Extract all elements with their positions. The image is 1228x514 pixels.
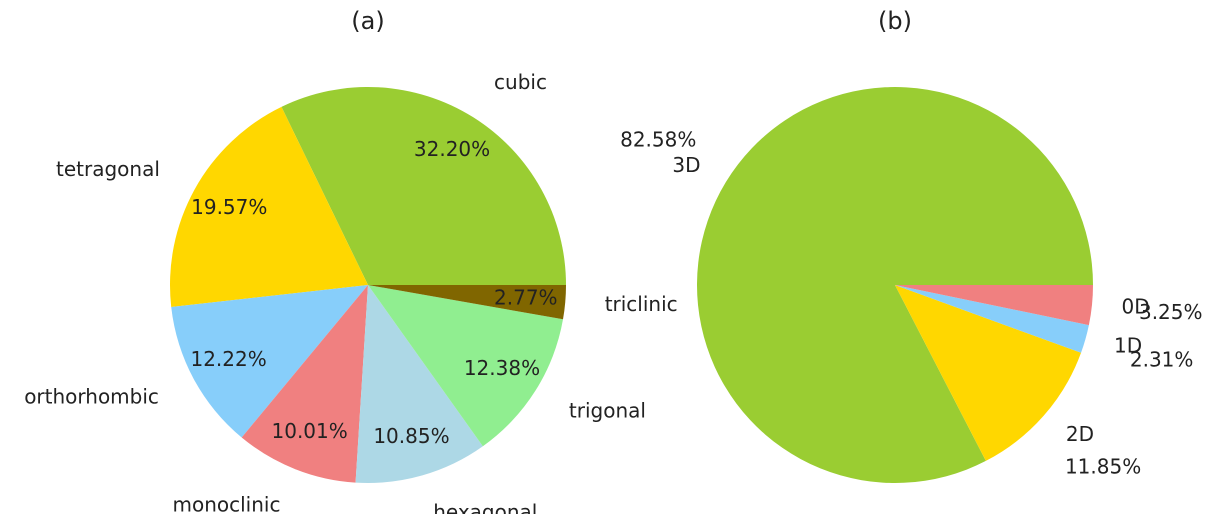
- percent-label: 82.58%: [620, 127, 696, 151]
- pie-slice: [895, 285, 1082, 461]
- slice-label: 0D: [1122, 295, 1150, 319]
- pie-slice: [368, 285, 566, 320]
- pie-slice: [895, 285, 1089, 353]
- slice-label: tetragonal: [56, 157, 160, 181]
- slice-label: cubic: [494, 70, 547, 94]
- percent-label: 11.85%: [1065, 455, 1141, 479]
- percent-label: 12.38%: [464, 356, 540, 380]
- slice-label: trigonal: [569, 398, 646, 422]
- percent-label: 10.85%: [373, 424, 449, 448]
- percent-label: 2.31%: [1130, 347, 1194, 371]
- chart-title: (a): [351, 7, 384, 35]
- slice-label: monoclinic: [172, 492, 280, 514]
- pie-slice: [169, 106, 368, 307]
- percent-label: 32.20%: [414, 137, 490, 161]
- percent-label: 12.22%: [190, 347, 266, 371]
- percent-label: 19.57%: [191, 195, 267, 219]
- slice-label: 1D: [1114, 334, 1142, 358]
- slice-label: 3D: [672, 153, 700, 177]
- percent-label: 3.25%: [1139, 300, 1203, 324]
- slice-label: hexagonal: [433, 500, 537, 514]
- chart-title: (b): [878, 7, 912, 35]
- pie-slice: [241, 285, 368, 483]
- pie-slice: [355, 285, 483, 483]
- pie-slice: [368, 285, 564, 447]
- slice-label: triclinic: [605, 292, 678, 316]
- pie-slice: [171, 285, 368, 438]
- percent-label: 2.77%: [494, 285, 558, 309]
- pie-slice: [697, 86, 1093, 483]
- percent-label: 10.01%: [272, 419, 348, 443]
- pie-slice: [895, 285, 1093, 326]
- pie-slice: [281, 86, 566, 285]
- slice-label: 2D: [1066, 422, 1094, 446]
- slice-label: orthorhombic: [24, 384, 159, 408]
